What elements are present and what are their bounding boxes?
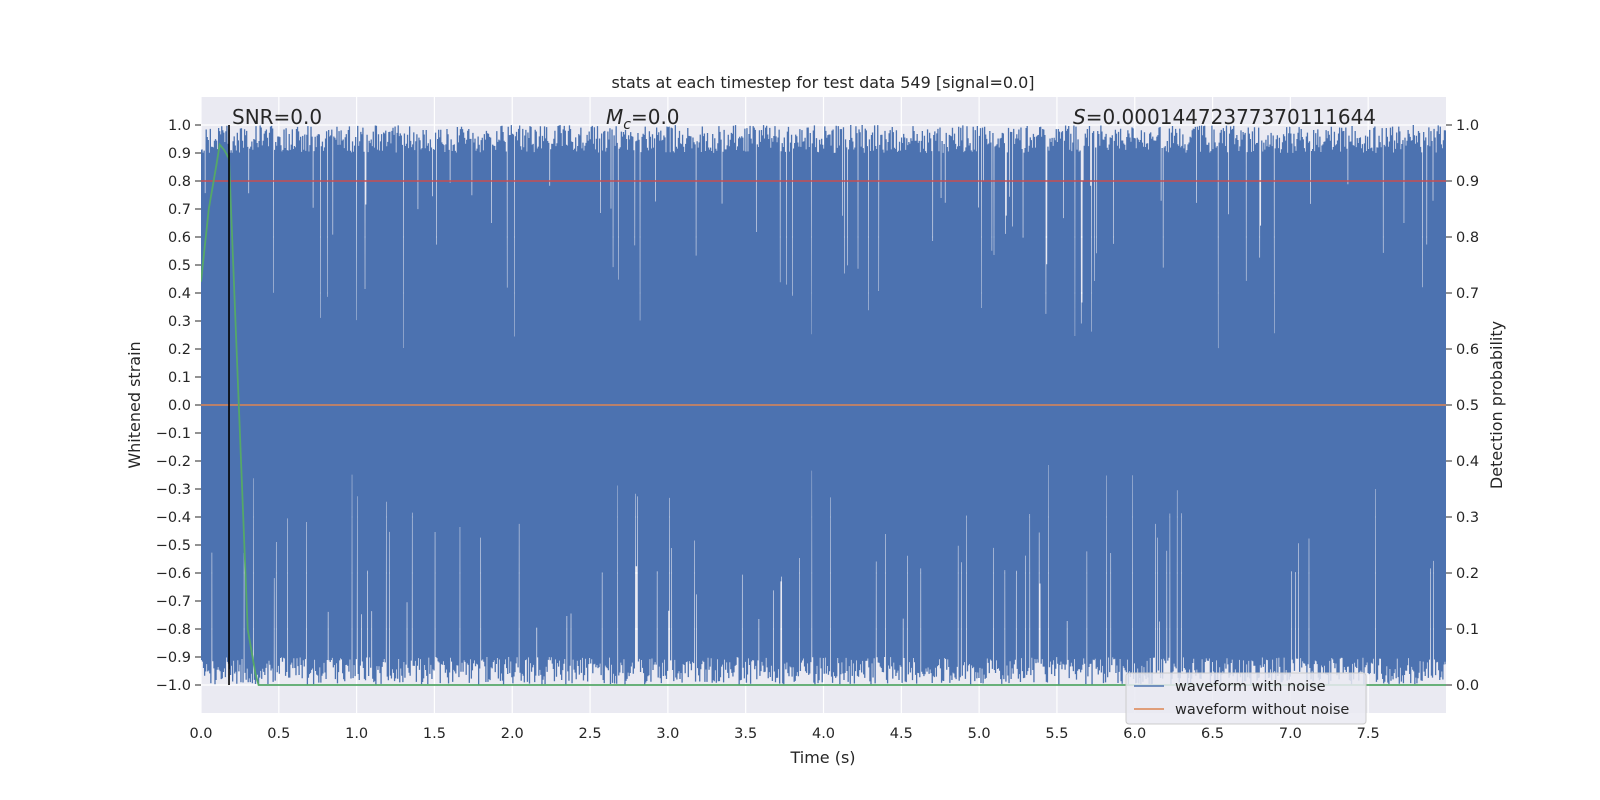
x-tick-label: 1.5 [423,726,446,742]
mc-symbol: M [606,105,623,129]
y2-tick-label: 0.7 [1456,286,1479,302]
x-tick-label: 0.5 [267,726,290,742]
y-tick-label: −0.2 [156,454,191,470]
y-tick-label: −0.6 [156,566,191,582]
y2-tick-label: 0.5 [1456,398,1479,414]
y2-tick-label: 0.9 [1456,174,1479,190]
chart-title: stats at each timestep for test data 549… [611,73,1034,92]
y2-tick-label: 1.0 [1456,118,1479,134]
y-tick-label: 0.3 [168,314,191,330]
y-tick-label: −0.5 [156,538,191,554]
y-tick-label: −0.1 [156,426,191,442]
x-tick-label: 0.0 [189,726,212,742]
x-tick-label: 3.0 [656,726,679,742]
y-tick-label: −0.9 [156,650,191,666]
x-axis-label: Time (s) [789,748,855,767]
y2-axis-label: Detection probability [1487,321,1506,489]
y-tick-label: 0.8 [168,174,191,190]
legend-label-clean: waveform without noise [1175,702,1349,718]
y-tick-label: 0.4 [168,286,191,302]
y-tick-label: 0.9 [168,146,191,162]
y-tick-label: 0.5 [168,258,191,274]
y-tick-label: 0.7 [168,202,191,218]
x-tick-label: 2.5 [579,726,602,742]
s-symbol: S [1073,105,1086,129]
legend-box [1125,672,1367,725]
y2-tick-label: 0.8 [1456,230,1479,246]
mc-value: =0.0 [631,105,680,129]
y2-tick-label: 0.6 [1456,342,1479,358]
x-tick-label: 7.5 [1357,726,1380,742]
x-tick-label: 4.0 [812,726,835,742]
x-tick-label: 7.0 [1279,726,1302,742]
x-tick-label: 2.0 [501,726,524,742]
y-tick-label: −1.0 [156,678,191,694]
y2-tick-label: 0.2 [1456,566,1479,582]
y-tick-label: 0.0 [168,398,191,414]
y-tick-label: −0.8 [156,622,191,638]
data-layer [201,125,1446,686]
x-tick-label: 5.5 [1045,726,1068,742]
y2-tick-label: 0.4 [1456,454,1479,470]
y2-tick-label: 0.1 [1456,622,1479,638]
s-value: =0.00014472377370111644 [1086,105,1376,129]
y-axis-label: Whitened strain [125,341,144,468]
s-annotation: S=0.00014472377370111644 [1073,105,1376,129]
snr-annotation: SNR=0.0 [232,105,322,129]
legend-label-noise: waveform with noise [1175,679,1326,695]
y-tick-label: −0.4 [156,510,191,526]
series-noise-line [201,125,1446,685]
y-tick-label: 0.6 [168,230,191,246]
x-tick-label: 4.5 [890,726,913,742]
mc-annotation: Mc=0.0 [606,105,680,133]
y2-tick-label: 0.0 [1456,678,1479,694]
x-tick-label: 3.5 [734,726,757,742]
x-tick-label: 1.0 [345,726,368,742]
y2-tick-label: 0.3 [1456,510,1479,526]
x-tick-label: 6.0 [1123,726,1146,742]
x-tick-label: 5.0 [968,726,991,742]
y-tick-label: −0.3 [156,482,191,498]
legend: waveform with noise waveform without noi… [1125,672,1367,725]
y-tick-label: 0.1 [168,370,191,386]
series-probability-line [201,142,1446,686]
y-tick-label: −0.7 [156,594,191,610]
y-tick-label: 0.2 [168,342,191,358]
y-tick-label: 1.0 [168,118,191,134]
x-tick-label: 6.5 [1201,726,1224,742]
mc-subscript: c [623,117,631,133]
tick-layer: 0.0 0.5 1.0 1.5 2.0 2.5 3.0 3.5 4.0 4.5 5.0 5.5 6.0 6… [156,118,1479,742]
